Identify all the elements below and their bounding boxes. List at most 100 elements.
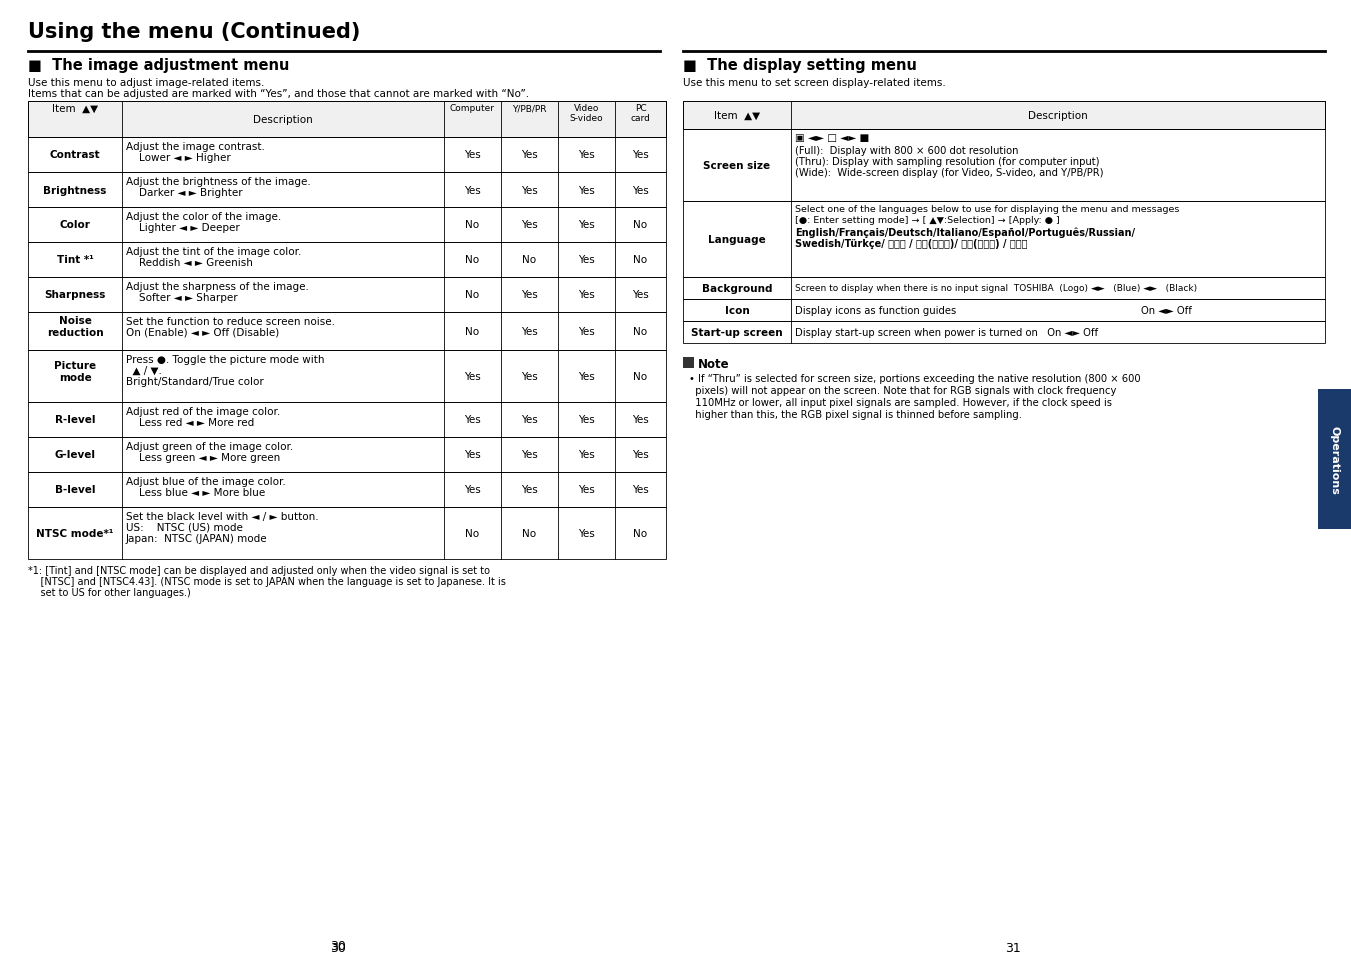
Text: Yes: Yes [578,327,594,336]
Bar [28,507,666,559]
Text: Screen size: Screen size [704,161,770,171]
Bar [28,473,666,507]
Text: Yes: Yes [632,291,648,300]
Text: Select one of the languages below to use for displaying the menu and messages: Select one of the languages below to use… [794,205,1179,213]
Text: Yes: Yes [521,185,538,195]
Text: Contrast: Contrast [50,151,100,160]
Text: Adjust the brightness of the image.: Adjust the brightness of the image. [126,177,311,187]
Text: Start-up screen: Start-up screen [692,328,782,337]
Text: Yes: Yes [578,220,594,231]
Text: Less blue ◄ ► More blue: Less blue ◄ ► More blue [126,488,265,497]
Text: Yes: Yes [632,485,648,495]
Text: Yes: Yes [521,450,538,460]
Bar [684,357,694,369]
Bar [684,299,1325,322]
Text: Yes: Yes [578,372,594,381]
Text: Description: Description [253,115,313,125]
Text: Yes: Yes [521,416,538,425]
Bar [28,313,666,351]
Text: pixels) will not appear on the screen. Note that for RGB signals with clock freq: pixels) will not appear on the screen. N… [689,386,1116,395]
Text: • If “Thru” is selected for screen size, portions exceeding the native resolutio: • If “Thru” is selected for screen size,… [689,374,1140,384]
Text: Yes: Yes [632,416,648,425]
Text: Less red ◄ ► More red: Less red ◄ ► More red [126,417,254,428]
Bar [28,208,666,243]
Text: No: No [466,529,480,538]
Text: Yes: Yes [632,185,648,195]
Bar [28,138,666,172]
Text: B-level: B-level [55,485,96,495]
Text: (Wide):  Wide-screen display (for Video, S-video, and Y/PB/PR): (Wide): Wide-screen display (for Video, … [794,168,1104,178]
Text: Using the menu (Continued): Using the menu (Continued) [28,22,361,42]
Text: Lighter ◄ ► Deeper: Lighter ◄ ► Deeper [126,223,239,233]
Text: Item  ▲▼: Item ▲▼ [713,111,761,121]
Text: Items that can be adjusted are marked with “Yes”, and those that cannot are mark: Items that can be adjusted are marked wi… [28,89,530,99]
Text: Yes: Yes [578,450,594,460]
Bar [684,202,1325,277]
Text: On (Enable) ◄ ► Off (Disable): On (Enable) ◄ ► Off (Disable) [126,328,280,337]
Text: No: No [466,291,480,300]
Text: Operations: Operations [1329,425,1339,494]
Text: Yes: Yes [465,485,481,495]
Text: Y/PB/PR: Y/PB/PR [512,104,547,112]
Text: Set the black level with ◄ / ► button.: Set the black level with ◄ / ► button. [126,512,319,521]
Text: Yes: Yes [578,529,594,538]
Text: No: No [466,220,480,231]
Text: Computer: Computer [450,104,494,112]
Text: Item  ▲▼: Item ▲▼ [51,104,99,113]
Bar [684,102,1325,130]
Text: Yes: Yes [632,151,648,160]
Text: Adjust blue of the image color.: Adjust blue of the image color. [126,476,286,486]
Text: higher than this, the RGB pixel signal is thinned before sampling.: higher than this, the RGB pixel signal i… [689,410,1021,419]
Text: Swedish/Türkçe/ 日本語 / 中文(简体字)/ 中文(繁体字) / 한국어: Swedish/Türkçe/ 日本語 / 中文(简体字)/ 中文(繁体字) /… [794,239,1028,249]
Text: Yes: Yes [521,372,538,381]
Text: [NTSC] and [NTSC4.43]. (NTSC mode is set to JAPAN when the language is set to Ja: [NTSC] and [NTSC4.43]. (NTSC mode is set… [28,577,505,586]
Text: Yes: Yes [578,255,594,265]
Text: R-level: R-level [55,416,96,425]
Text: Yes: Yes [578,151,594,160]
Bar [28,102,666,138]
Text: NTSC mode*¹: NTSC mode*¹ [36,529,113,538]
Text: Use this menu to set screen display-related items.: Use this menu to set screen display-rela… [684,78,946,88]
Text: Adjust the sharpness of the image.: Adjust the sharpness of the image. [126,282,309,292]
Text: 30: 30 [330,939,346,952]
Text: Darker ◄ ► Brighter: Darker ◄ ► Brighter [126,188,243,198]
Bar [28,243,666,277]
Text: ▣ ◄► □ ◄► ■: ▣ ◄► □ ◄► ■ [794,132,869,143]
Text: PC
card: PC card [631,104,650,123]
Text: Yes: Yes [521,485,538,495]
Text: Use this menu to adjust image-related items.: Use this menu to adjust image-related it… [28,78,265,88]
Text: Adjust red of the image color.: Adjust red of the image color. [126,407,280,416]
Text: Yes: Yes [632,450,648,460]
Text: set to US for other languages.): set to US for other languages.) [28,587,190,598]
Text: Video
S-video: Video S-video [570,104,604,123]
Text: Yes: Yes [465,416,481,425]
Bar [28,172,666,208]
Bar [684,277,1325,299]
Text: No: No [634,255,647,265]
Text: 110MHz or lower, all input pixel signals are sampled. However, if the clock spee: 110MHz or lower, all input pixel signals… [689,397,1112,408]
Bar [684,322,1325,344]
Text: Language: Language [708,234,766,245]
Bar [28,102,666,138]
Text: ■  The image adjustment menu: ■ The image adjustment menu [28,58,289,73]
Text: Color: Color [59,220,91,231]
Text: Noise
reduction: Noise reduction [47,315,103,337]
Bar [684,130,1325,202]
Text: Less green ◄ ► More green: Less green ◄ ► More green [126,453,280,462]
Text: G-level: G-level [54,450,96,460]
Text: Yes: Yes [578,485,594,495]
Text: On ◄► Off: On ◄► Off [1142,306,1192,315]
Text: No: No [523,255,536,265]
Text: Bright/Standard/True color: Bright/Standard/True color [126,376,263,387]
Bar [28,351,666,402]
Text: Background: Background [701,284,773,294]
Text: Picture
mode: Picture mode [54,361,96,382]
Text: Set the function to reduce screen noise.: Set the function to reduce screen noise. [126,316,335,327]
Text: ■  The display setting menu: ■ The display setting menu [684,58,917,73]
Text: Yes: Yes [521,151,538,160]
Text: Lower ◄ ► Higher: Lower ◄ ► Higher [126,152,231,163]
Text: Display icons as function guides: Display icons as function guides [794,306,957,315]
Text: Brightness: Brightness [43,185,107,195]
Bar [28,437,666,473]
Text: Sharpness: Sharpness [45,291,105,300]
